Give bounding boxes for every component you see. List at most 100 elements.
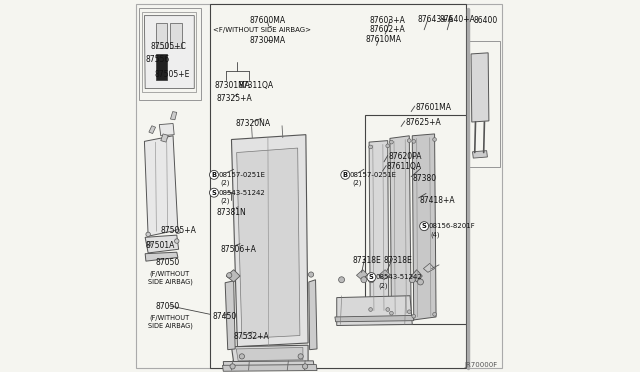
Polygon shape: [472, 151, 488, 158]
Text: (2): (2): [352, 180, 362, 186]
Circle shape: [408, 310, 411, 314]
Text: 87381N: 87381N: [216, 208, 246, 217]
Circle shape: [341, 170, 349, 179]
Polygon shape: [223, 361, 314, 370]
Text: 87600MA: 87600MA: [250, 16, 285, 25]
Text: (F/WITHOUT: (F/WITHOUT: [150, 270, 190, 277]
Polygon shape: [225, 281, 235, 350]
Text: 87311QA: 87311QA: [238, 81, 273, 90]
Circle shape: [175, 239, 179, 243]
Text: (F/WITHOUT: (F/WITHOUT: [150, 315, 190, 321]
Circle shape: [369, 308, 372, 311]
Polygon shape: [232, 135, 308, 347]
Circle shape: [361, 277, 367, 283]
Bar: [139, 8, 202, 100]
Circle shape: [386, 308, 390, 311]
Text: 87625+A: 87625+A: [406, 118, 442, 126]
Text: 87050: 87050: [156, 258, 180, 267]
Text: 87318E: 87318E: [384, 256, 413, 265]
Text: 87301MA: 87301MA: [214, 81, 250, 90]
Circle shape: [417, 279, 424, 285]
Circle shape: [147, 241, 151, 246]
Text: SIDE AIRBAG): SIDE AIRBAG): [148, 278, 193, 285]
Circle shape: [175, 229, 180, 234]
Circle shape: [298, 354, 303, 359]
Polygon shape: [379, 270, 390, 280]
Polygon shape: [145, 235, 179, 253]
Text: 86400: 86400: [473, 16, 497, 25]
Circle shape: [386, 144, 390, 148]
Polygon shape: [337, 296, 412, 326]
Text: (2): (2): [378, 282, 388, 289]
Text: (2): (2): [220, 180, 230, 186]
Circle shape: [230, 364, 235, 369]
Text: 87380: 87380: [412, 174, 436, 183]
Text: 87505+A: 87505+A: [161, 226, 196, 235]
Text: 87643+A: 87643+A: [417, 15, 453, 24]
Circle shape: [390, 140, 394, 144]
Text: S: S: [369, 274, 374, 280]
Circle shape: [390, 311, 394, 315]
Text: 87418+A: 87418+A: [420, 196, 455, 205]
Polygon shape: [145, 136, 178, 236]
Circle shape: [410, 277, 415, 283]
Polygon shape: [223, 365, 317, 371]
Circle shape: [227, 273, 232, 278]
Polygon shape: [309, 280, 317, 350]
Text: 08543-51242: 08543-51242: [376, 274, 422, 280]
Circle shape: [339, 277, 344, 283]
Polygon shape: [145, 16, 195, 89]
Text: 87506+A: 87506+A: [220, 245, 256, 254]
Circle shape: [308, 272, 314, 277]
Text: S: S: [212, 190, 216, 196]
Polygon shape: [142, 12, 196, 92]
Polygon shape: [412, 134, 436, 320]
Circle shape: [412, 314, 415, 318]
Circle shape: [408, 139, 411, 142]
Polygon shape: [170, 112, 177, 120]
Polygon shape: [369, 141, 389, 313]
Text: 87611QA: 87611QA: [387, 162, 422, 171]
Text: JR70000F: JR70000F: [465, 362, 498, 368]
Text: 87532+A: 87532+A: [234, 332, 269, 341]
Text: 08543-51242: 08543-51242: [219, 190, 266, 196]
Polygon shape: [237, 148, 300, 339]
Bar: [468, 41, 500, 167]
Circle shape: [239, 354, 244, 359]
Polygon shape: [390, 136, 411, 317]
Polygon shape: [411, 270, 422, 282]
Polygon shape: [156, 23, 168, 48]
Polygon shape: [149, 126, 156, 134]
Circle shape: [412, 140, 415, 143]
Text: 87505+C: 87505+C: [151, 42, 187, 51]
Bar: [365, 115, 466, 324]
Text: 08156-8201F: 08156-8201F: [429, 223, 476, 229]
Text: B: B: [343, 172, 348, 178]
Polygon shape: [161, 134, 168, 142]
Polygon shape: [335, 315, 413, 322]
Text: 87505+E: 87505+E: [154, 70, 190, 79]
Text: 87450: 87450: [213, 312, 237, 321]
Text: <F/WITHOUT SIDE AIRBAG>: <F/WITHOUT SIDE AIRBAG>: [213, 27, 311, 33]
Circle shape: [369, 145, 372, 149]
Text: 08157-0251E: 08157-0251E: [349, 172, 397, 178]
Polygon shape: [471, 53, 489, 122]
Circle shape: [367, 273, 376, 282]
Text: 87602+A: 87602+A: [369, 25, 405, 34]
Text: S: S: [422, 223, 426, 229]
Polygon shape: [145, 252, 178, 261]
Polygon shape: [424, 263, 435, 272]
Circle shape: [420, 222, 429, 231]
Text: SIDE AIRBAG): SIDE AIRBAG): [148, 323, 193, 330]
Text: 87320NA: 87320NA: [235, 119, 270, 128]
Text: 87318E: 87318E: [353, 256, 381, 265]
Text: 87300MA: 87300MA: [250, 36, 285, 45]
Polygon shape: [356, 270, 367, 280]
Polygon shape: [236, 347, 303, 361]
Text: 87640+A: 87640+A: [439, 15, 475, 24]
Circle shape: [146, 232, 150, 237]
Text: 87556: 87556: [146, 55, 170, 64]
Circle shape: [209, 170, 218, 179]
Text: (4): (4): [431, 231, 440, 238]
Circle shape: [209, 188, 218, 197]
